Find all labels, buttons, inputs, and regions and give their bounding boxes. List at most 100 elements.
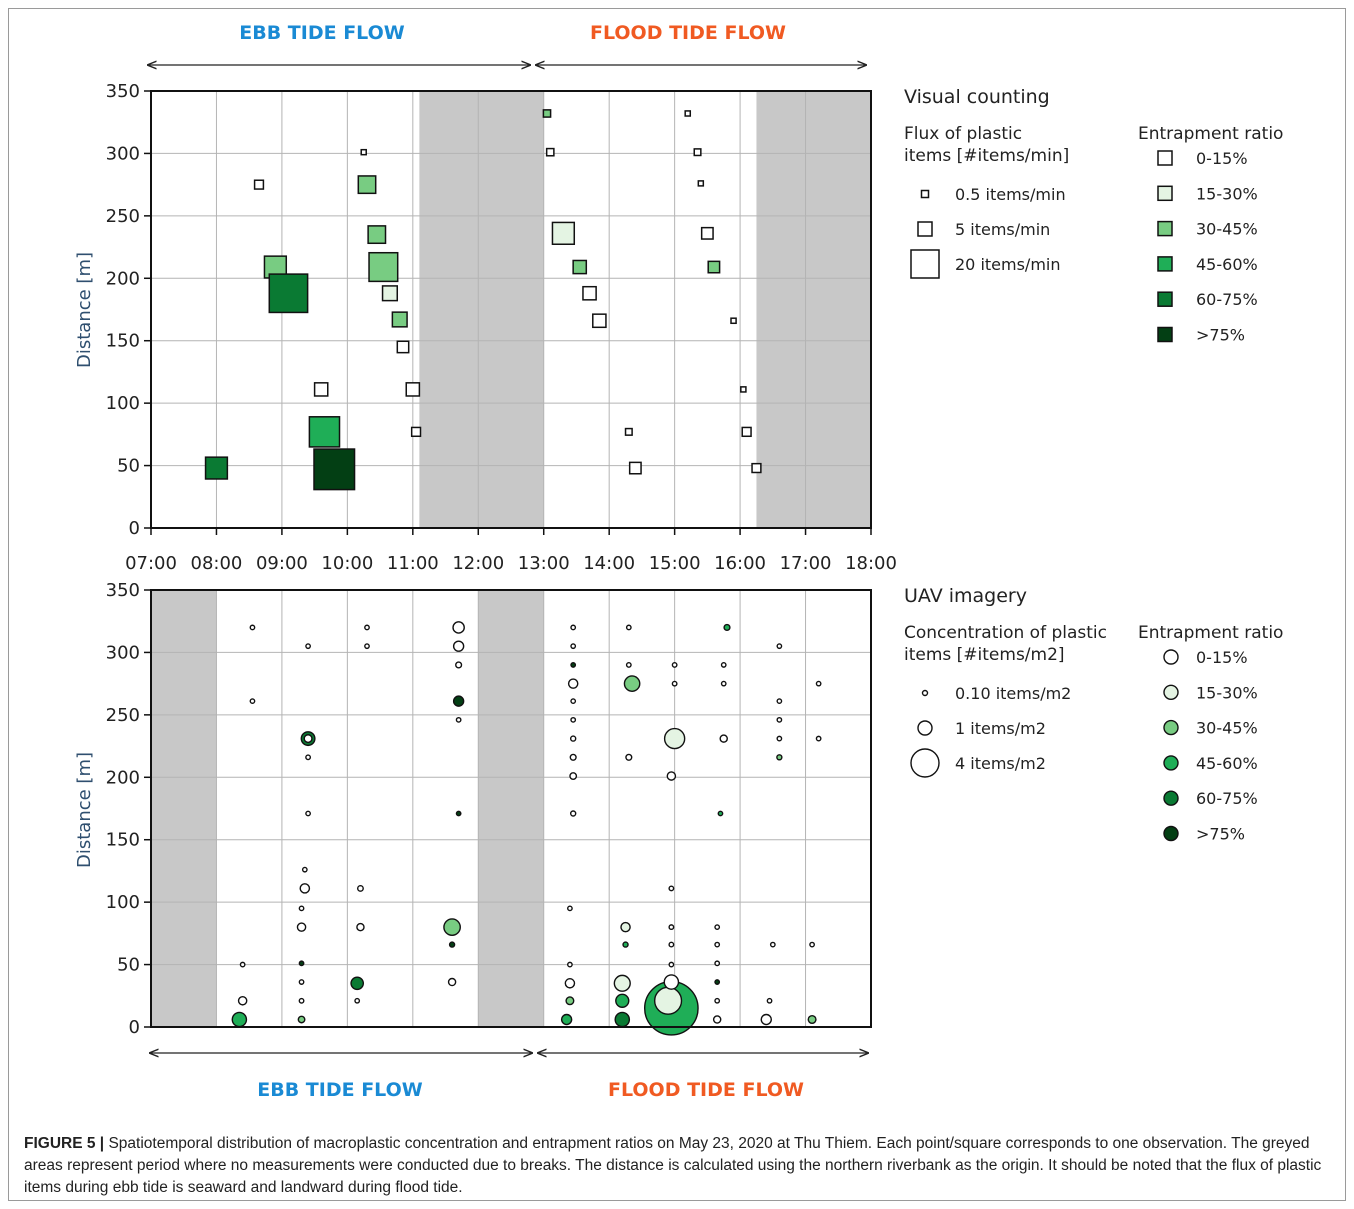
- flux-square: [391, 311, 408, 328]
- plot-frame-1: [150, 90, 872, 529]
- concentration-circle: [301, 866, 308, 873]
- y-tick-label: 250: [106, 705, 140, 726]
- flux-square: [730, 317, 737, 325]
- concentration-circle: [625, 661, 632, 668]
- color-legend-label: 45-60%: [1196, 255, 1258, 274]
- concentration-circle: [615, 993, 630, 1008]
- concentration-circle: [298, 905, 305, 912]
- caption-title: Spatiotemporal distribution of macroplas…: [104, 1135, 873, 1152]
- x-tick-label: 07:00: [125, 553, 177, 574]
- concentration-circle: [671, 680, 678, 687]
- concentration-circle: [350, 976, 365, 991]
- ebb-tide-label-bottom: EBB TIDE FLOW: [257, 1079, 423, 1101]
- x-tick-label: 17:00: [780, 553, 832, 574]
- flux-square: [707, 260, 721, 274]
- concentration-circle: [564, 978, 576, 989]
- color-legend-swatch: [1157, 291, 1173, 307]
- flux-square: [628, 461, 642, 475]
- flux-square: [204, 456, 229, 480]
- concentration-circle: [569, 810, 577, 817]
- color-legend-label: 30-45%: [1196, 220, 1258, 239]
- concentration-circle: [776, 754, 783, 761]
- visual-counting-legend: Visual counting Flux of plastic items [#…: [904, 86, 1283, 345]
- concentration-circle: [357, 884, 364, 892]
- flux-square: [396, 340, 410, 354]
- concentration-circle: [570, 643, 577, 650]
- size-legend-label: 4 items/m2: [955, 754, 1046, 773]
- size-legend-label: 0.5 items/min: [955, 185, 1066, 204]
- flux-square: [624, 427, 633, 436]
- x-tick-label: 18:00: [845, 553, 897, 574]
- flux-square: [367, 225, 387, 245]
- size-legend-swatch: [920, 189, 930, 199]
- y-tick-label: 150: [106, 830, 140, 851]
- no-measurement-band: [419, 91, 544, 528]
- concentration-circle: [570, 716, 577, 723]
- concentration-circle: [714, 997, 721, 1004]
- concentration-circle: [354, 997, 361, 1004]
- concentration-circle: [570, 698, 577, 705]
- concentration-circle: [668, 961, 675, 968]
- concentration-circle: [305, 754, 312, 761]
- concentration-circle: [620, 921, 631, 933]
- y-tick-label: 50: [117, 456, 140, 477]
- concentration-circle: [723, 623, 731, 632]
- figure-caption: FIGURE 5 | Spatiotemporal distribution o…: [24, 1133, 1324, 1199]
- size-legend-label: 20 items/min: [955, 255, 1061, 274]
- concentration-circle: [719, 734, 728, 743]
- y-tick-label: 300: [106, 642, 140, 663]
- flux-square: [360, 148, 367, 156]
- uav-imagery-panel: 0 50 100 150 200 250 300 350 Distance [m]: [74, 580, 872, 1038]
- color-legend-label: 60-75%: [1196, 290, 1258, 309]
- flood-tide-label-top: FLOOD TIDE FLOW: [590, 22, 786, 44]
- flux-square: [542, 109, 552, 118]
- concentration-circle: [625, 624, 632, 631]
- legend-title-2: UAV imagery: [904, 585, 1027, 607]
- concentration-circle: [303, 734, 313, 744]
- flux-square: [368, 251, 399, 283]
- y-tick-label: 200: [106, 767, 140, 788]
- legend-title-1: Visual counting: [904, 86, 1050, 108]
- concentration-circle: [712, 1015, 722, 1024]
- concentration-circle: [760, 1013, 772, 1026]
- flux-square: [572, 259, 588, 275]
- color-legend-swatch: [1163, 755, 1179, 771]
- plot-frame-2: [150, 589, 872, 1028]
- color-legend-label: 45-60%: [1196, 754, 1258, 773]
- concentration-circle: [567, 961, 573, 968]
- y-tick-label: 250: [106, 206, 140, 227]
- x-tick-label: 10:00: [321, 553, 373, 574]
- visual-counting-panel: 0 50 100 150 200 250 300 350 07:00 08:00 09:00 10:…: [74, 81, 897, 574]
- flux-square: [751, 462, 762, 474]
- concentration-circle: [455, 716, 462, 723]
- concentration-circle: [570, 624, 577, 631]
- x-tick-label: 13:00: [518, 553, 570, 574]
- concentration-circle: [567, 678, 579, 689]
- size-legend-swatch: [910, 748, 940, 778]
- concentration-circle: [663, 974, 680, 990]
- color-legend-title-1: Entrapment ratio: [1138, 124, 1283, 144]
- concentration-circle: [807, 1014, 817, 1025]
- concentration-circle: [714, 941, 721, 948]
- concentration-circle: [565, 996, 575, 1006]
- y-tick-label: 150: [106, 331, 140, 352]
- concentration-circle: [776, 735, 783, 742]
- caption-body: Each point/square corresponds to one obs…: [24, 1135, 1322, 1196]
- x-tick-label: 08:00: [191, 553, 243, 574]
- flux-square: [545, 147, 555, 157]
- x-tick-label: 15:00: [649, 553, 701, 574]
- y-tick-label: 200: [106, 268, 140, 289]
- size-legend-label: 0.10 items/m2: [955, 684, 1071, 703]
- color-legend-swatch: [1163, 649, 1179, 665]
- concentration-circle: [356, 922, 365, 932]
- concentration-circle: [364, 624, 370, 631]
- flux-square: [313, 448, 356, 491]
- color-legend-swatch: [1163, 825, 1179, 842]
- concentration-circle: [815, 735, 822, 742]
- color-legend-swatch: [1157, 220, 1173, 237]
- concentration-circle: [298, 997, 305, 1004]
- concentration-circle: [569, 753, 577, 761]
- y-tick-label: 0: [129, 518, 140, 539]
- concentration-circle: [249, 624, 256, 631]
